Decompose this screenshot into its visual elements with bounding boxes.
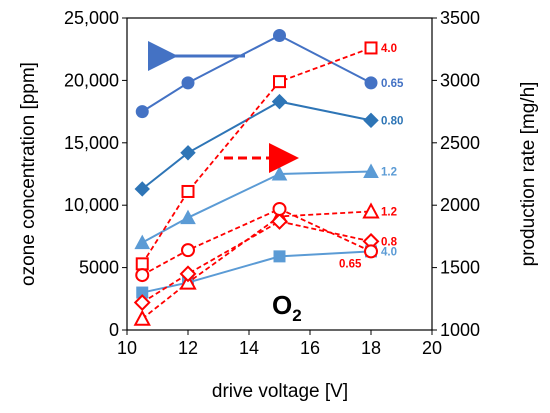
x-axis-title: drive voltage [V] (212, 381, 348, 402)
data-point (181, 76, 195, 90)
y-left-tick-label: 15,000 (64, 133, 119, 153)
series-end-label: 0.80 (381, 115, 403, 127)
y-axis-right-title: production rate [mg/h] (518, 82, 539, 267)
data-point (273, 75, 286, 89)
series-end-label: 0.65 (381, 78, 404, 90)
x-tick-label: 12 (178, 338, 198, 358)
y-left-tick-label: 25,000 (64, 8, 119, 28)
series-end-label: 1.2 (381, 167, 397, 179)
x-tick-label: 10 (117, 338, 137, 358)
series-production-4-0: 4.0 (135, 41, 397, 271)
series-line (141, 100, 372, 190)
data-point (271, 165, 288, 181)
y-right-tick-label: 3500 (440, 8, 480, 28)
data-point (271, 213, 288, 230)
data-point (364, 41, 378, 55)
series-line (141, 207, 372, 276)
data-point (180, 209, 196, 225)
y-left-tick-label: 0 (109, 320, 119, 340)
x-axis: 10 12 14 16 18 20 (117, 330, 442, 358)
series-end-label: 4.0 (381, 246, 397, 258)
data-point (180, 145, 196, 161)
data-point (181, 184, 195, 198)
data-point (134, 234, 151, 250)
series-end-label: 4.0 (381, 43, 397, 55)
series-layer: 0.65 0.80 1.2 4.0 4.0 1.2 0.8 0.65 (133, 28, 404, 326)
y-axis-left: 0 5000 10,000 15,000 20,000 25,000 (64, 8, 127, 340)
series-ozone-0-80: 0.80 (134, 93, 403, 197)
y-left-tick-label: 20,000 (64, 70, 119, 90)
y-right-tick-label: 2000 (440, 195, 480, 215)
x-tick-label: 16 (300, 338, 320, 358)
data-point (133, 309, 151, 326)
series-line (141, 170, 372, 244)
y-right-tick-label: 1000 (440, 320, 480, 340)
y-left-tick-label: 10,000 (64, 195, 119, 215)
series-ozone-4-0: 4.0 (136, 245, 397, 299)
data-point (134, 181, 150, 197)
data-point (181, 243, 195, 258)
series-line (141, 34, 372, 113)
data-point (364, 76, 378, 90)
data-point (179, 265, 197, 283)
data-point (135, 268, 150, 283)
y-right-tick-label: 3000 (440, 70, 480, 90)
data-point (273, 28, 286, 42)
series-production-0-65: 0.65 (135, 201, 378, 283)
y-axis-right: 1000 1500 2000 2500 3000 3500 (432, 8, 480, 340)
series-line (141, 220, 372, 304)
series-ozone-0-65: 0.65 (135, 28, 404, 119)
plot-frame (126, 17, 433, 331)
series-end-label: 1.2 (381, 206, 397, 218)
data-point (362, 202, 380, 219)
gas-label: O2 (272, 290, 302, 325)
data-point (363, 112, 379, 129)
y-left-tick-label: 5000 (79, 258, 119, 278)
data-point (135, 105, 149, 119)
y-right-tick-label: 2500 (440, 133, 480, 153)
data-point (272, 201, 287, 216)
x-tick-label: 18 (361, 338, 381, 358)
series-production-0-8: 0.8 (133, 213, 398, 311)
series-line (142, 250, 372, 294)
data-point (133, 294, 151, 311)
data-point (363, 163, 379, 179)
series-end-label: 0.65 (339, 258, 362, 270)
y-axis-left-title: ozone concentration [ppm] (18, 62, 39, 286)
data-point (273, 250, 286, 263)
y-right-tick-label: 1500 (440, 258, 480, 278)
series-line (141, 210, 372, 320)
series-ozone-1-2: 1.2 (134, 163, 397, 250)
data-point (271, 93, 288, 110)
data-point (364, 244, 378, 259)
series-end-label: 0.8 (381, 236, 398, 248)
data-point (135, 257, 149, 271)
x-tick-label: 20 (422, 338, 442, 358)
series-line (141, 47, 372, 265)
x-tick-label: 14 (239, 338, 259, 358)
